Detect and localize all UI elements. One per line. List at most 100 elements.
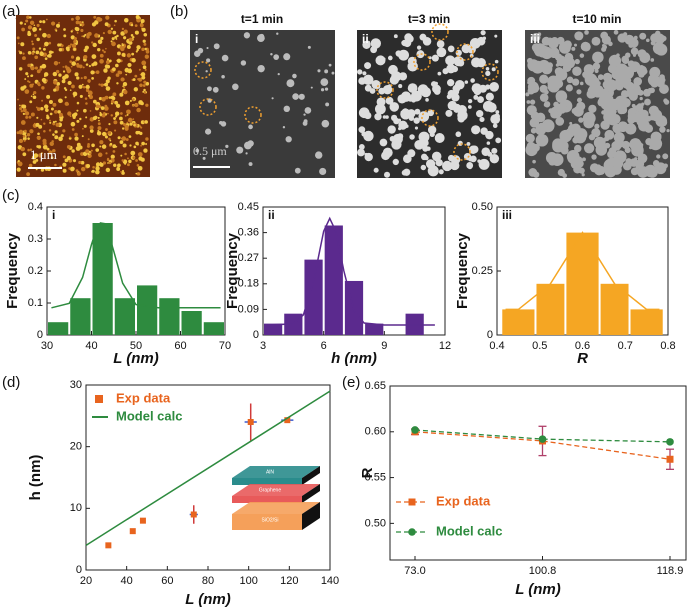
crystal <box>424 155 429 161</box>
crystal <box>434 81 438 86</box>
grain <box>41 77 47 83</box>
crystal <box>485 92 494 101</box>
grain <box>89 126 93 129</box>
grain <box>104 96 108 100</box>
crystal <box>244 141 252 150</box>
crystal <box>320 78 329 87</box>
crystal <box>613 30 619 35</box>
crystal <box>248 124 253 130</box>
grain <box>71 29 74 32</box>
bar <box>159 298 180 335</box>
crystal <box>273 54 280 61</box>
crystal <box>578 167 585 174</box>
crystal <box>417 84 429 95</box>
grain <box>81 135 84 138</box>
grain <box>112 150 116 153</box>
crystal <box>537 32 542 37</box>
panel-label: (b) <box>170 3 188 20</box>
grain <box>115 115 118 118</box>
grain <box>78 145 83 150</box>
crystal <box>363 74 374 85</box>
grain <box>41 99 44 102</box>
grain <box>58 136 63 142</box>
legend-marker <box>408 528 416 536</box>
grain <box>138 156 143 161</box>
grain <box>76 171 81 176</box>
crystal <box>303 113 306 116</box>
grain <box>19 104 21 107</box>
panel-label: (c) <box>2 187 20 204</box>
grain <box>126 113 129 116</box>
crystal <box>591 154 597 160</box>
grain <box>24 23 27 25</box>
grain <box>116 103 121 108</box>
grain <box>127 117 133 123</box>
x-axis-label: R <box>577 350 588 367</box>
grain <box>34 55 39 60</box>
grain <box>21 27 26 32</box>
crystal <box>434 133 445 143</box>
grain <box>69 136 71 139</box>
crystal <box>556 103 567 114</box>
grain <box>36 116 39 119</box>
grain <box>27 63 31 68</box>
crystal <box>469 155 477 163</box>
grain <box>141 141 145 146</box>
grain <box>76 119 80 123</box>
grain <box>80 152 84 156</box>
series-line <box>414 431 671 460</box>
crystal <box>480 127 488 135</box>
grain <box>62 129 66 133</box>
grain <box>105 15 110 20</box>
crystal <box>609 56 617 64</box>
y-tick-label: 0 <box>487 329 493 341</box>
crystal <box>629 158 639 167</box>
grain <box>120 46 125 52</box>
crystal <box>393 34 398 39</box>
grain <box>95 70 100 75</box>
grain <box>22 112 26 116</box>
grain <box>48 50 53 55</box>
crystal <box>379 138 388 147</box>
x-tick-label: 73.0 <box>404 565 425 577</box>
crystal <box>578 117 584 123</box>
crystal <box>604 165 617 178</box>
grain <box>133 87 139 92</box>
highlight <box>199 98 217 116</box>
x-tick-label: 118.9 <box>657 565 684 577</box>
grain <box>115 73 120 77</box>
grain <box>123 89 128 95</box>
grain <box>103 50 106 54</box>
crystal <box>270 52 273 56</box>
crystal <box>628 37 639 48</box>
x-tick-label: 100.8 <box>529 565 557 577</box>
image-tag: iii <box>530 32 540 46</box>
grain <box>97 122 101 126</box>
crystal <box>480 30 486 36</box>
grain <box>121 136 127 141</box>
legend-label: Model calc <box>436 523 502 538</box>
grain <box>140 72 146 77</box>
crystal <box>315 151 323 159</box>
grain <box>134 102 139 108</box>
grain <box>66 102 69 106</box>
grain <box>16 167 21 172</box>
crystal <box>572 66 582 76</box>
grain <box>22 108 27 113</box>
grain <box>43 72 49 77</box>
point <box>666 438 674 446</box>
crystal <box>622 161 632 171</box>
grain <box>73 37 77 41</box>
grain <box>143 91 147 94</box>
bar <box>536 283 565 335</box>
crystal <box>464 80 469 84</box>
crystal <box>529 99 536 105</box>
grain <box>21 104 26 109</box>
grain <box>124 114 127 117</box>
grain <box>70 121 76 127</box>
crystal <box>398 127 402 131</box>
grain <box>44 57 48 61</box>
y-axis-label: Frequency <box>4 232 21 309</box>
crystal <box>277 72 280 76</box>
